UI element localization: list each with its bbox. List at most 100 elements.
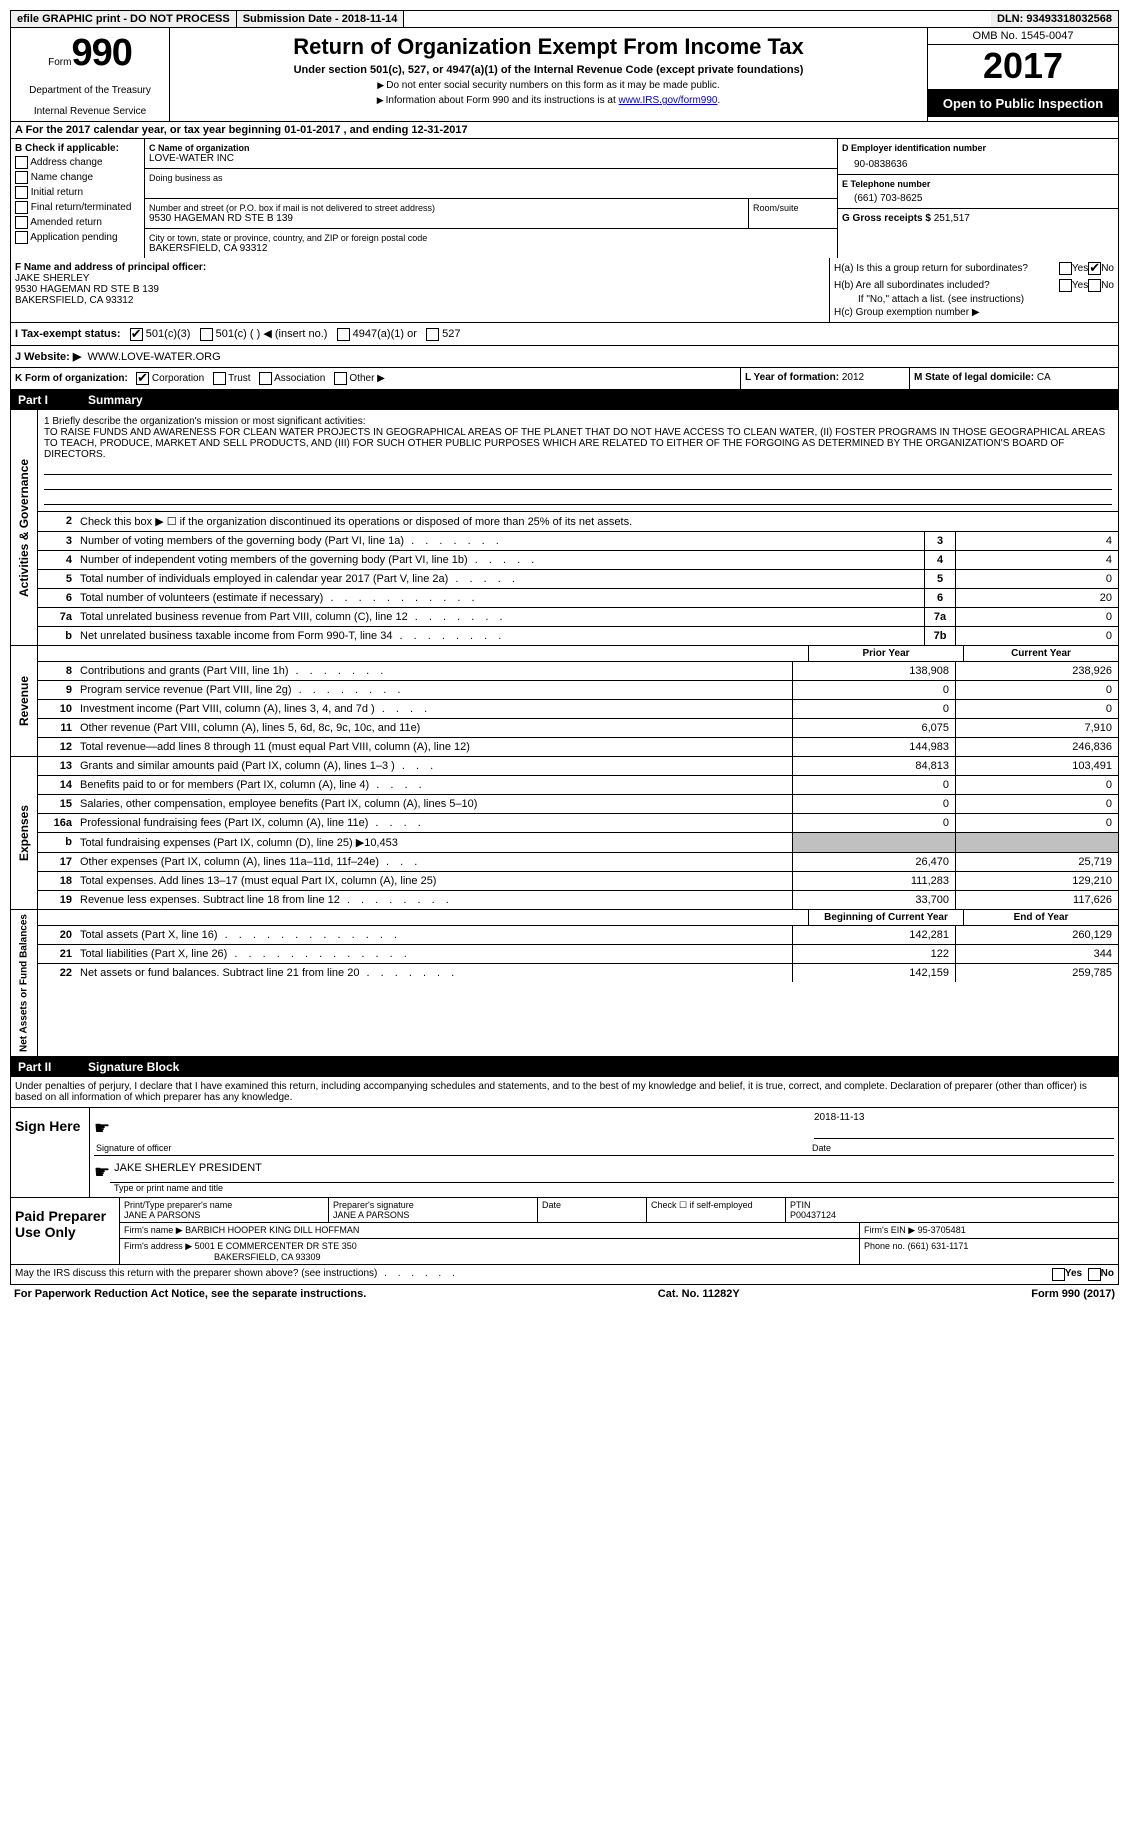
part2-header: Part II Signature Block — [10, 1057, 1119, 1077]
mission-text: TO RAISE FUNDS AND AWARENESS FOR CLEAN W… — [44, 427, 1112, 460]
paid-preparer-label: Paid Preparer Use Only — [11, 1198, 120, 1264]
firm-phone: (661) 631-1171 — [908, 1241, 969, 1251]
box-c: C Name of organization LOVE-WATER INC Do… — [145, 139, 838, 258]
part1-num: Part I — [18, 393, 88, 407]
state-domicile: CA — [1037, 372, 1051, 383]
boy-header: Beginning of Current Year — [808, 910, 963, 925]
line-18-py: 111,283 — [792, 872, 955, 890]
discuss-yes[interactable] — [1052, 1268, 1065, 1281]
line-16a-cy: 0 — [955, 814, 1118, 832]
prep-sig-label: Preparer's signature — [333, 1200, 533, 1210]
line-7b-val: 0 — [955, 627, 1118, 645]
line-16b-py — [792, 833, 955, 852]
paid-preparer-block: Paid Preparer Use Only Print/Type prepar… — [10, 1198, 1119, 1265]
cb-other[interactable] — [334, 372, 347, 385]
line-6-desc: Total number of volunteers (estimate if … — [80, 592, 323, 604]
form-label: Form — [48, 57, 71, 68]
org-city: BAKERSFIELD, CA 93312 — [149, 243, 833, 254]
line-13-desc: Grants and similar amounts paid (Part IX… — [80, 760, 395, 772]
line-10-cy: 0 — [955, 700, 1118, 718]
line-15-py: 0 — [792, 795, 955, 813]
line-18-cy: 129,210 — [955, 872, 1118, 890]
box-d-e-g: D Employer identification number 90-0838… — [838, 139, 1118, 258]
cb-527[interactable] — [426, 328, 439, 341]
cb-name-change[interactable]: Name change — [15, 171, 140, 184]
row-k-l-m: K Form of organization: Corporation Trus… — [10, 368, 1119, 390]
eoy-header: End of Year — [963, 910, 1118, 925]
sign-here-label: Sign Here — [11, 1108, 90, 1197]
row-i: I Tax-exempt status: 501(c)(3) 501(c) ( … — [10, 323, 1119, 346]
line-16b-cy — [955, 833, 1118, 852]
line-3-val: 4 — [955, 532, 1118, 550]
line-6-val: 20 — [955, 589, 1118, 607]
room-label: Room/suite — [753, 203, 833, 213]
line-7b-desc: Net unrelated business taxable income fr… — [80, 630, 392, 642]
open-to-public: Open to Public Inspection — [928, 90, 1118, 117]
netassets-section: Net Assets or Fund Balances Beginning of… — [10, 910, 1119, 1057]
line-18-desc: Total expenses. Add lines 13–17 (must eq… — [76, 872, 792, 890]
line-21-py: 122 — [792, 945, 955, 963]
line-10-desc: Investment income (Part VIII, column (A)… — [80, 703, 375, 715]
cb-trust[interactable] — [213, 372, 226, 385]
line-4-desc: Number of independent voting members of … — [80, 554, 468, 566]
header-title-block: Return of Organization Exempt From Incom… — [170, 28, 927, 121]
expenses-section: Expenses 13Grants and similar amounts pa… — [10, 757, 1119, 910]
officer-label: F Name and address of principal officer: — [15, 262, 206, 273]
perjury-statement: Under penalties of perjury, I declare th… — [10, 1077, 1119, 1108]
discuss-no[interactable] — [1088, 1268, 1101, 1281]
instr-info: Information about Form 990 and its instr… — [377, 95, 619, 106]
form-of-org-label: K Form of organization: — [15, 373, 128, 384]
year-formation: 2012 — [842, 372, 864, 383]
line-2: Check this box ▶ ☐ if the organization d… — [76, 512, 1118, 531]
firm-name-label: Firm's name ▶ — [124, 1225, 183, 1235]
side-revenue: Revenue — [11, 646, 38, 756]
line-21-cy: 344 — [955, 945, 1118, 963]
box-h: H(a) Is this a group return for subordin… — [830, 258, 1118, 322]
cb-corporation[interactable] — [136, 372, 149, 385]
ha-yes[interactable] — [1059, 262, 1072, 275]
org-address: 9530 HAGEMAN RD STE B 139 — [149, 213, 744, 224]
type-print-label: Type or print name and title — [94, 1183, 1114, 1193]
cb-501c3[interactable] — [130, 328, 143, 341]
part2-num: Part II — [18, 1060, 88, 1074]
line-11-py: 6,075 — [792, 719, 955, 737]
ein-label: D Employer identification number — [842, 143, 1114, 153]
line-17-cy: 25,719 — [955, 853, 1118, 871]
tax-year: 2017 — [928, 45, 1118, 90]
cb-501c[interactable] — [200, 328, 213, 341]
line-22-py: 142,159 — [792, 964, 955, 982]
cb-address-change[interactable]: Address change — [15, 156, 140, 169]
cb-initial-return[interactable]: Initial return — [15, 186, 140, 199]
part1-title: Summary — [88, 393, 143, 407]
line-19-cy: 117,626 — [955, 891, 1118, 909]
ptin-value: P00437124 — [790, 1210, 1114, 1220]
hb-no[interactable] — [1088, 279, 1101, 292]
line-11-desc: Other revenue (Part VIII, column (A), li… — [76, 719, 792, 737]
line-12-cy: 246,836 — [955, 738, 1118, 756]
paperwork-notice: For Paperwork Reduction Act Notice, see … — [14, 1288, 366, 1300]
irs-link[interactable]: www.IRS.gov/form990 — [619, 95, 718, 106]
sig-officer-label: Signature of officer — [94, 1141, 810, 1155]
cb-association[interactable] — [259, 372, 272, 385]
prep-name: JANE A PARSONS — [124, 1210, 324, 1220]
ha-no[interactable] — [1088, 262, 1101, 275]
cb-final-return[interactable]: Final return/terminated — [15, 201, 140, 214]
firm-addr: 5001 E COMMERCENTER DR STE 350 — [195, 1241, 357, 1251]
mission-block: 1 Briefly describe the organization's mi… — [38, 410, 1118, 512]
gross-receipts-label: G Gross receipts $ — [842, 213, 931, 224]
row-j: J Website: ▶ WWW.LOVE-WATER.ORG — [10, 346, 1119, 368]
cb-amended[interactable]: Amended return — [15, 216, 140, 229]
firm-city: BAKERSFIELD, CA 93309 — [124, 1252, 321, 1262]
line-5-val: 0 — [955, 570, 1118, 588]
cb-4947[interactable] — [337, 328, 350, 341]
cat-no: Cat. No. 11282Y — [658, 1288, 740, 1300]
hb-yes[interactable] — [1059, 279, 1072, 292]
side-governance: Activities & Governance — [11, 410, 38, 645]
cb-application-pending[interactable]: Application pending — [15, 231, 140, 244]
dept-treasury: Department of the Treasury — [15, 85, 165, 96]
ha-label: H(a) Is this a group return for subordin… — [834, 263, 1059, 274]
line-7b-box: 7b — [924, 627, 955, 645]
line-5-desc: Total number of individuals employed in … — [80, 573, 448, 585]
line-14-py: 0 — [792, 776, 955, 794]
prep-name-label: Print/Type preparer's name — [124, 1200, 324, 1210]
